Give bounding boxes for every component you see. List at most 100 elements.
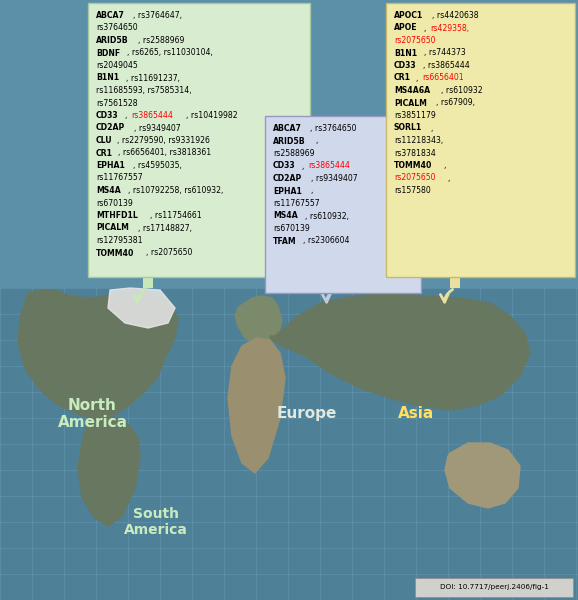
- FancyBboxPatch shape: [88, 3, 310, 277]
- Text: ,: ,: [416, 73, 421, 82]
- Text: , rs610932,: , rs610932,: [305, 211, 349, 220]
- Text: ABCA7: ABCA7: [96, 11, 125, 20]
- Text: , rs10419982: , rs10419982: [186, 111, 237, 120]
- Text: , rs4595035,: , rs4595035,: [134, 161, 182, 170]
- Text: rs670139: rs670139: [273, 224, 310, 233]
- Text: DOI: 10.7717/peerj.2406/fig-1: DOI: 10.7717/peerj.2406/fig-1: [440, 584, 549, 590]
- Text: , rs6656401, rs3818361: , rs6656401, rs3818361: [118, 148, 211, 157]
- Text: rs11767557: rs11767557: [96, 173, 143, 182]
- Text: EPHA1: EPHA1: [273, 187, 302, 196]
- Text: , rs11691237,: , rs11691237,: [126, 73, 180, 82]
- Text: rs2075650: rs2075650: [394, 36, 435, 45]
- Text: rs3764650: rs3764650: [96, 23, 138, 32]
- Text: SORL1: SORL1: [394, 124, 423, 133]
- Text: CD33: CD33: [96, 111, 118, 120]
- Text: , rs2588969: , rs2588969: [138, 36, 184, 45]
- Text: EPHA1: EPHA1: [96, 161, 125, 170]
- Text: MS4A: MS4A: [273, 211, 298, 220]
- Text: ARID5B: ARID5B: [273, 136, 306, 145]
- Text: MTHFD1L: MTHFD1L: [96, 211, 138, 220]
- Text: ABCA7: ABCA7: [273, 124, 302, 133]
- Text: rs2049045: rs2049045: [96, 61, 138, 70]
- Text: TOMM40: TOMM40: [394, 161, 432, 170]
- Text: , rs17148827,: , rs17148827,: [138, 223, 192, 232]
- Text: , rs67909,: , rs67909,: [436, 98, 476, 107]
- Text: CD33: CD33: [394, 61, 417, 70]
- Text: rs3865444: rs3865444: [131, 111, 173, 120]
- Text: B1N1: B1N1: [394, 49, 417, 58]
- Text: rs157580: rs157580: [394, 186, 431, 195]
- Text: ,: ,: [315, 136, 317, 145]
- Text: , rs6265, rs11030104,: , rs6265, rs11030104,: [127, 49, 213, 58]
- Text: APOE: APOE: [394, 23, 417, 32]
- Text: rs7561528: rs7561528: [96, 98, 138, 107]
- Text: , rs9349407: , rs9349407: [134, 124, 180, 133]
- Polygon shape: [445, 443, 520, 508]
- Text: rs12795381: rs12795381: [96, 236, 143, 245]
- Bar: [0, 288, 578, 600]
- Text: rs3781834: rs3781834: [394, 148, 436, 157]
- Text: ,: ,: [447, 173, 450, 182]
- Text: CR1: CR1: [96, 148, 113, 157]
- Text: MS4A: MS4A: [96, 186, 121, 195]
- Text: rs11218343,: rs11218343,: [394, 136, 443, 145]
- Text: , rs744373: , rs744373: [424, 49, 466, 58]
- Text: PICALM: PICALM: [394, 98, 427, 107]
- Text: PICALM: PICALM: [96, 223, 129, 232]
- Text: , rs4420638: , rs4420638: [432, 11, 479, 20]
- Text: , rs3865444: , rs3865444: [423, 61, 470, 70]
- Text: ,: ,: [424, 23, 429, 32]
- Text: rs3865444: rs3865444: [309, 161, 350, 170]
- Text: Europe: Europe: [276, 406, 336, 421]
- Polygon shape: [270, 293, 530, 410]
- Text: ARID5B: ARID5B: [96, 36, 129, 45]
- Bar: [143, 275, 153, 288]
- Text: TOMM40: TOMM40: [96, 248, 134, 257]
- Text: Asia: Asia: [398, 406, 434, 421]
- Text: rs429358,: rs429358,: [431, 23, 470, 32]
- Text: , rs11754661: , rs11754661: [150, 211, 202, 220]
- Text: rs2075650: rs2075650: [394, 173, 435, 182]
- Text: , rs2306604: , rs2306604: [303, 236, 350, 245]
- Text: B1N1: B1N1: [96, 73, 119, 82]
- Polygon shape: [78, 416, 140, 526]
- Polygon shape: [108, 288, 175, 328]
- Text: , rs10792258, rs610932,: , rs10792258, rs610932,: [128, 186, 223, 195]
- Text: , rs3764647,: , rs3764647,: [134, 11, 182, 20]
- Text: , rs610932: , rs610932: [440, 86, 482, 95]
- Text: ,: ,: [443, 161, 446, 170]
- Bar: [450, 275, 460, 288]
- Text: MS4A6A: MS4A6A: [394, 86, 430, 95]
- Text: ,: ,: [125, 111, 130, 120]
- Text: rs2588969: rs2588969: [273, 149, 314, 158]
- Text: CLU: CLU: [96, 136, 113, 145]
- Polygon shape: [235, 296, 282, 346]
- Text: rs670139: rs670139: [96, 199, 133, 208]
- Text: rs11685593, rs7585314,: rs11685593, rs7585314,: [96, 86, 192, 95]
- Text: rs11767557: rs11767557: [273, 199, 320, 208]
- Bar: [332, 288, 342, 291]
- Text: , rs2075650: , rs2075650: [146, 248, 192, 257]
- Text: CD33: CD33: [273, 161, 295, 170]
- Text: ,: ,: [431, 124, 433, 133]
- Text: ,: ,: [310, 187, 313, 196]
- Text: rs6656401: rs6656401: [422, 73, 464, 82]
- Text: rs3851179: rs3851179: [394, 111, 436, 120]
- Text: CD2AP: CD2AP: [96, 124, 125, 133]
- Text: South
America: South America: [124, 507, 188, 537]
- Text: BDNF: BDNF: [96, 49, 120, 58]
- Polygon shape: [18, 290, 178, 418]
- Text: , rs3764650: , rs3764650: [310, 124, 357, 133]
- Text: TFAM: TFAM: [273, 236, 297, 245]
- Text: APOC1: APOC1: [394, 11, 423, 20]
- Text: CD2AP: CD2AP: [273, 174, 302, 183]
- Polygon shape: [228, 338, 285, 473]
- Text: , rs2279590, rs9331926: , rs2279590, rs9331926: [117, 136, 210, 145]
- Text: CR1: CR1: [394, 73, 411, 82]
- FancyBboxPatch shape: [386, 3, 575, 277]
- Text: , rs9349407: , rs9349407: [311, 174, 357, 183]
- Text: North
America: North America: [57, 398, 128, 430]
- FancyBboxPatch shape: [415, 578, 573, 597]
- FancyBboxPatch shape: [265, 116, 421, 293]
- Text: ,: ,: [302, 161, 307, 170]
